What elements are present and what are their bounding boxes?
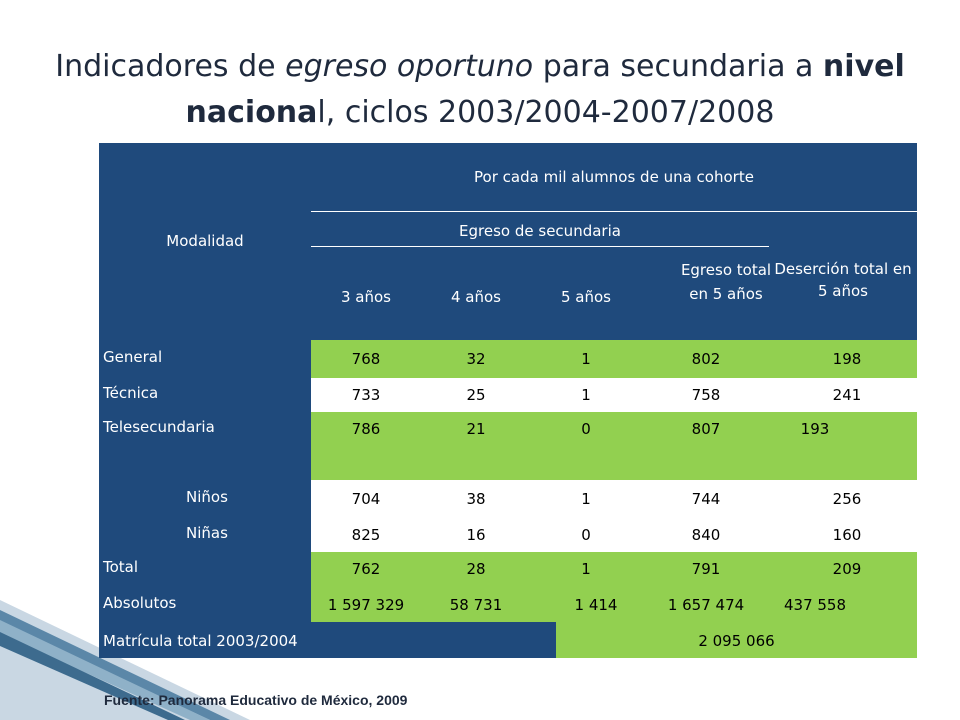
header-divider-2	[311, 246, 769, 247]
row-bg-ninos	[311, 480, 917, 518]
row-label-column	[99, 340, 311, 658]
table-cell: 704	[351, 490, 381, 508]
table-cell: 1	[581, 386, 591, 404]
header-divider-1	[311, 211, 917, 212]
table-cell: 160	[832, 526, 862, 544]
row-label-telesecundaria: Telesecundaria	[103, 418, 215, 436]
table-cell: 1	[581, 490, 591, 508]
table-cell: 58 731	[449, 596, 503, 614]
row-label-absolutos: Absolutos	[103, 594, 177, 612]
table-cell: 768	[351, 350, 381, 368]
decorative-swoosh	[0, 600, 250, 720]
table-cell: 0	[581, 526, 591, 544]
header-desercion: Deserción total en 5 años	[774, 260, 912, 300]
row-bg-absolutos	[311, 586, 917, 622]
title-part-3: para secundaria a	[533, 49, 823, 84]
table-cell: 25	[466, 386, 486, 404]
row-label-total: Total	[103, 558, 139, 576]
row-bg-tecnica	[311, 378, 917, 412]
table-cell: 825	[351, 526, 381, 544]
title-part-4: nivel	[822, 49, 905, 84]
table-cell: 198	[832, 350, 862, 368]
table-cell: 21	[466, 420, 486, 438]
row-label-tecnica: Técnica	[103, 384, 159, 402]
matricula-value: 2 095 066	[698, 632, 775, 650]
row-label-matricula: Matrícula total 2003/2004	[103, 632, 298, 650]
table-cell: 256	[832, 490, 862, 508]
table-cell: 16	[466, 526, 486, 544]
table-cell: 28	[466, 560, 486, 578]
table-cell: 437 558	[783, 596, 847, 614]
table-cell: 32	[466, 350, 486, 368]
table-cell: 786	[351, 420, 381, 438]
row-bg-matricula-label	[99, 622, 556, 658]
title-part-5: naciona	[185, 95, 318, 130]
title-part-1: Indicadores de	[55, 49, 286, 84]
table-cell: 1 597 329	[327, 596, 405, 614]
header-modalidad: Modalidad	[166, 232, 244, 250]
table-cell: 1 657 474	[667, 596, 745, 614]
row-label-ninos: Niños	[186, 488, 228, 506]
row-bg-matricula-value	[556, 622, 917, 658]
row-label-general: General	[103, 348, 163, 366]
table-cell: 209	[832, 560, 862, 578]
title-part-6: l, ciclos 2003/2004-2007/2008	[317, 95, 775, 130]
header-egreso-total: Egreso total en 5 años	[680, 261, 772, 303]
row-bg-telesecundaria	[311, 412, 917, 480]
table-cell: 733	[351, 386, 381, 404]
table-cell: 193	[800, 420, 830, 438]
row-label-ninas: Niñas	[186, 524, 228, 542]
row-bg-total	[311, 552, 917, 586]
table-cell: 1	[581, 350, 591, 368]
table-cell: 241	[832, 386, 862, 404]
header-4-anos: 4 años	[450, 288, 501, 306]
title-part-2: egreso oportuno	[285, 49, 534, 84]
table-cell: 762	[351, 560, 381, 578]
row-bg-ninas	[311, 518, 917, 552]
header-3-anos: 3 años	[340, 288, 391, 306]
table-cell: 791	[691, 560, 721, 578]
table-cell: 1	[581, 560, 591, 578]
table-cell: 0	[581, 420, 591, 438]
source-note: Fuente: Panorama Educativo de México, 20…	[104, 692, 408, 708]
table-cell: 802	[691, 350, 721, 368]
table-cell: 758	[691, 386, 721, 404]
page-title: Indicadores de egreso oportuno para secu…	[40, 44, 920, 136]
header-5-anos: 5 años	[560, 288, 611, 306]
header-egreso-secundaria: Egreso de secundaria	[459, 222, 621, 240]
table-cell: 840	[691, 526, 721, 544]
row-bg-general	[311, 340, 917, 378]
table-cell: 1 414	[574, 596, 618, 614]
table-header-block	[99, 143, 917, 340]
table-cell: 38	[466, 490, 486, 508]
table-cell: 807	[691, 420, 721, 438]
header-cohorte: Por cada mil alumnos de una cohorte	[474, 168, 754, 186]
table-cell: 744	[691, 490, 721, 508]
